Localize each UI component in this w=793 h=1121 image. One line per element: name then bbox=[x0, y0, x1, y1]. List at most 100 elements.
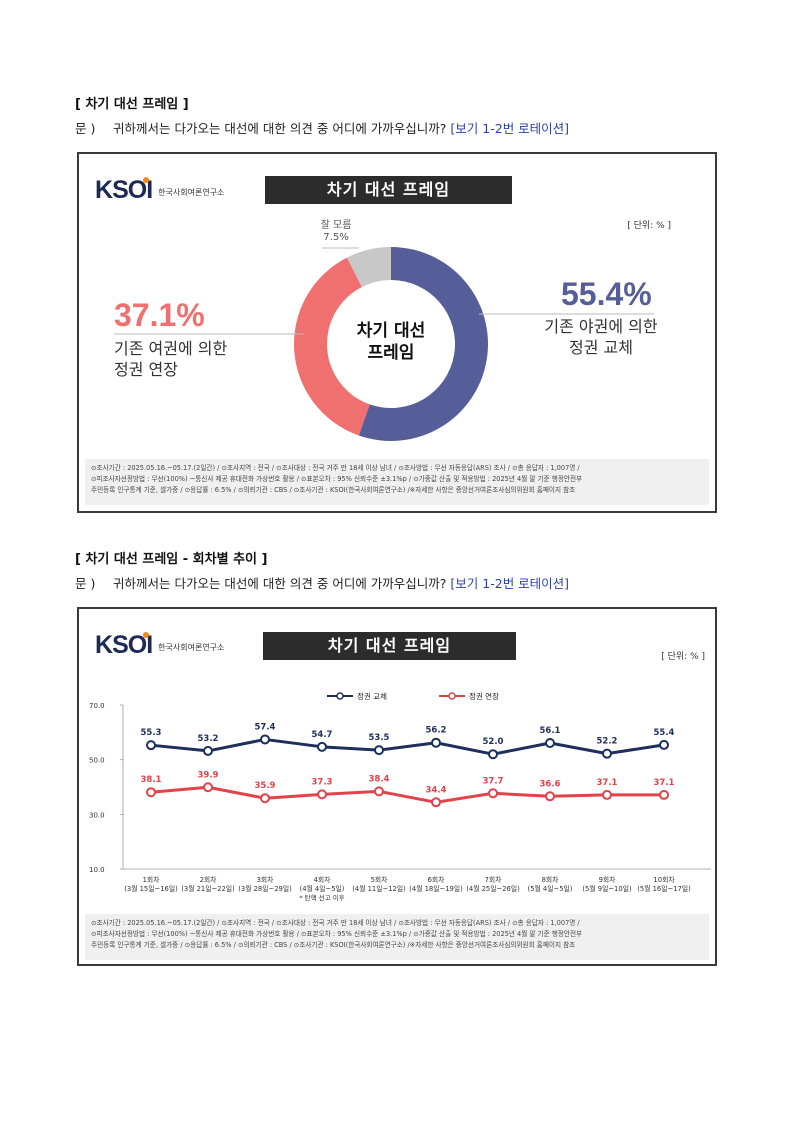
logo-name: 한국사회여론연구소 bbox=[158, 643, 225, 652]
data-label: 52.2 bbox=[597, 737, 618, 747]
x-tick-date: (5월 16일~17일) bbox=[637, 884, 691, 893]
x-tick-label: 3회차 bbox=[257, 875, 275, 884]
leader-lines bbox=[114, 247, 654, 335]
unit-label: [ 단위: % ] bbox=[661, 652, 705, 662]
donut-chart bbox=[294, 247, 488, 441]
series-point bbox=[146, 787, 156, 798]
logo-name: 한국사회여론연구소 bbox=[158, 188, 225, 197]
data-label: 37.7 bbox=[483, 776, 504, 786]
survey-footnote: ⊙조사기간 : 2025.05.16.~05.17.(2일간) / ⊙조사지역 … bbox=[85, 914, 709, 960]
data-label: 38.4 bbox=[369, 774, 390, 784]
x-tick-date: (4월 25일~26일) bbox=[466, 884, 520, 893]
series-point bbox=[545, 791, 555, 802]
slice-label-unknown: 잘 모름 bbox=[320, 220, 352, 231]
question-prefix: 문 ) bbox=[75, 121, 96, 136]
data-label: 55.4 bbox=[654, 728, 675, 738]
data-label: 37.1 bbox=[597, 778, 618, 788]
data-label: 52.0 bbox=[483, 737, 504, 747]
series-point bbox=[431, 797, 441, 808]
legend-label: 정권 교체 bbox=[357, 691, 387, 701]
section1-question: 문 ) 귀하께서는 다가오는 대선에 대한 의견 중 어디에 가까우십니까? [… bbox=[75, 118, 569, 137]
y-tick-label: 10.0 bbox=[89, 866, 105, 874]
chart-title-banner: 차기 대선 프레임 bbox=[263, 632, 516, 660]
section1-title: [ 차기 대선 프레임 ] bbox=[75, 97, 189, 112]
series-point bbox=[431, 737, 441, 748]
series-point bbox=[545, 737, 555, 748]
x-tick-date: (4월 18일~19일) bbox=[409, 884, 463, 893]
x-tick-label: 5회차 bbox=[371, 875, 389, 884]
series-point bbox=[374, 745, 384, 756]
data-label: 34.4 bbox=[426, 785, 447, 795]
data-label: 55.3 bbox=[141, 728, 162, 738]
series-point bbox=[260, 734, 270, 745]
series-point bbox=[659, 739, 669, 750]
data-label: 56.1 bbox=[540, 726, 561, 736]
ksoi-logo: KSOI 한국사회여론연구소 bbox=[95, 176, 224, 205]
series-line bbox=[150, 737, 665, 756]
x-tick-label: 6회차 bbox=[428, 875, 446, 884]
section2-title: [ 차기 대선 프레임 - 회차별 추이 ] bbox=[75, 552, 268, 567]
donut-chart-panel: KSOI 한국사회여론연구소 차기 대선 프레임 [ 단위: % ] 차기 대선… bbox=[77, 152, 717, 513]
donut-slice-extend bbox=[294, 257, 370, 436]
series-point bbox=[146, 740, 156, 751]
series-point bbox=[317, 741, 327, 752]
x-tick-date: (4월 4일~5일) bbox=[300, 884, 345, 893]
data-label: 36.6 bbox=[540, 779, 561, 789]
y-tick-label: 30.0 bbox=[89, 811, 105, 819]
series-point bbox=[488, 749, 498, 760]
slice-pct-replace: 55.4% bbox=[561, 276, 652, 312]
x-tick-label: 10회차 bbox=[653, 875, 675, 884]
question-text: 귀하께서는 다가오는 대선에 대한 의견 중 어디에 가까우십니까? bbox=[112, 121, 447, 136]
series-point bbox=[602, 789, 612, 800]
series-point bbox=[203, 745, 213, 756]
x-tick-date: (5월 4일~5일) bbox=[528, 884, 573, 893]
series-point bbox=[374, 786, 384, 797]
logo-mark: KSOI bbox=[95, 176, 153, 204]
chart-title-banner: 차기 대선 프레임 bbox=[265, 176, 512, 204]
data-label: 56.2 bbox=[426, 726, 447, 736]
y-tick-label: 50.0 bbox=[89, 757, 105, 765]
line-chart: 10.0 30.0 50.0 70.0 정권 교체 정권 연장 55.3 53.2 57.4… bbox=[89, 691, 711, 902]
x-tick-date: (3월 15일~16일) bbox=[124, 884, 178, 893]
data-label: 53.2 bbox=[198, 734, 219, 744]
donut-slice-replace bbox=[358, 247, 488, 441]
y-tick-label: 70.0 bbox=[89, 702, 105, 710]
series-point bbox=[203, 782, 213, 793]
x-tick-note: * 탄핵 선고 이후 bbox=[299, 893, 344, 902]
data-label: 37.3 bbox=[312, 777, 333, 787]
data-label: 53.5 bbox=[369, 733, 390, 743]
x-tick-label: 9회차 bbox=[599, 875, 617, 884]
series-point bbox=[317, 789, 327, 800]
series-point bbox=[602, 748, 612, 759]
slice-pct-unknown: 7.5% bbox=[323, 232, 349, 243]
data-label: 57.4 bbox=[255, 722, 276, 732]
donut-center-label: 차기 대선 프레임 bbox=[356, 321, 426, 363]
line-chart-panel: KSOI 한국사회여론연구소 차기 대선 프레임 [ 단위: % ] 10.0 3… bbox=[77, 607, 717, 966]
slice-label-replace: 기존 야권에 의한 정권 교체 bbox=[544, 317, 658, 357]
section2-question: 문 ) 귀하께서는 다가오는 대선에 대한 의견 중 어디에 가까우십니까? [… bbox=[75, 573, 569, 592]
series-line bbox=[150, 785, 664, 804]
legend-swatch-marker bbox=[448, 692, 456, 700]
series-point bbox=[659, 789, 669, 800]
donut-slice-unknown bbox=[346, 247, 391, 287]
data-label: 39.9 bbox=[198, 770, 219, 780]
x-tick-label: 1회차 bbox=[143, 875, 161, 884]
series-point bbox=[488, 788, 498, 799]
x-tick-date: (4월 11일~12일) bbox=[352, 884, 406, 893]
x-tick-label: 2회차 bbox=[200, 875, 218, 884]
data-label: 37.1 bbox=[654, 778, 675, 788]
x-tick-date: (3월 28일~29일) bbox=[238, 884, 292, 893]
slice-pct-extend: 37.1% bbox=[114, 297, 205, 333]
survey-footnote: ⊙조사기간 : 2025.05.16.~05.17.(2일간) / ⊙조사지역 … bbox=[85, 459, 709, 505]
question-prefix: 문 ) bbox=[75, 576, 96, 591]
x-tick-label: 7회차 bbox=[485, 875, 503, 884]
ksoi-logo: KSOI 한국사회여론연구소 bbox=[95, 631, 224, 660]
unit-label: [ 단위: % ] bbox=[627, 221, 671, 231]
question-rotation: [보기 1-2번 로테이션] bbox=[450, 576, 570, 591]
x-tick-date: (3월 21일~22일) bbox=[181, 884, 235, 893]
legend-label: 정권 연장 bbox=[469, 691, 499, 701]
data-label: 35.9 bbox=[255, 781, 276, 791]
question-rotation: [보기 1-2번 로테이션] bbox=[450, 121, 570, 136]
slice-label-extend: 기존 여권에 의한 정권 연장 bbox=[114, 339, 228, 379]
x-tick-label: 4회차 bbox=[314, 875, 332, 884]
